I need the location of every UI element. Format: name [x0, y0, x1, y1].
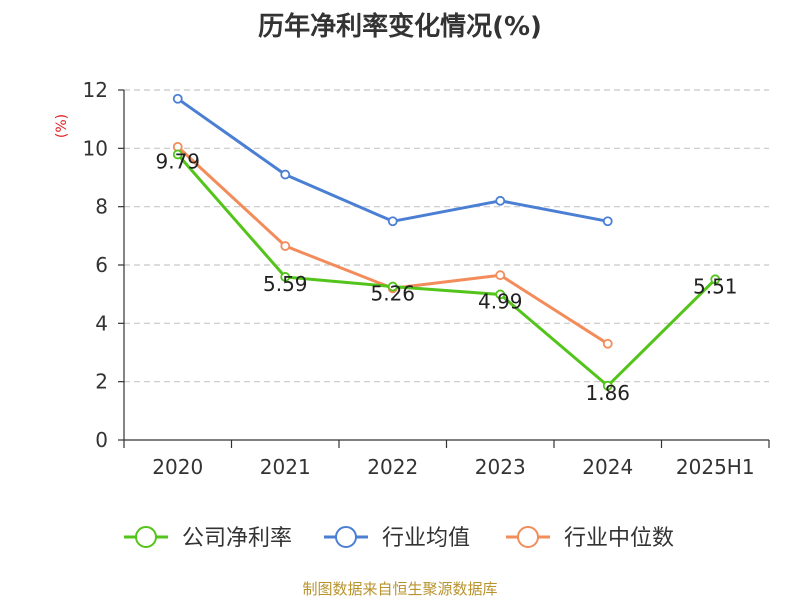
data-labels: 9.79 5.59 5.26 4.99 1.86 5.51	[155, 149, 737, 404]
y-tick-label: 2	[95, 370, 108, 394]
grid-lines	[124, 89, 769, 383]
x-tick-label: 2023	[475, 455, 526, 479]
data-label: 9.79	[155, 149, 200, 173]
y-tick-label: 4	[95, 311, 108, 335]
data-label: 5.59	[263, 272, 308, 296]
data-point	[387, 281, 398, 292]
data-point	[602, 216, 613, 227]
data-point	[602, 338, 613, 349]
y-tick-label: 0	[95, 428, 108, 452]
y-tick-label: 12	[83, 78, 108, 102]
data-point	[387, 216, 398, 227]
x-tick-label: 2022	[367, 455, 418, 479]
series-line	[176, 97, 609, 223]
x-tick-label: 2021	[260, 455, 311, 479]
legend-label: 行业均值	[382, 526, 470, 551]
axes: 0 2 4 6 8 10 12 2020 2021 2022 2023 2024 2025H1	[83, 78, 770, 479]
data-point	[172, 149, 183, 160]
x-tick-label: 2024	[582, 455, 633, 479]
legend-swatch-marker	[135, 526, 157, 548]
series-line	[176, 153, 717, 388]
series-line	[176, 145, 609, 346]
data-point	[710, 274, 721, 285]
data-point	[280, 272, 291, 282]
legend: 公司净利率 行业均值 行业中位数	[124, 526, 674, 551]
x-tick-label: 2025H1	[676, 455, 755, 479]
data-label: 4.99	[478, 289, 523, 313]
data-label: 5.26	[370, 282, 415, 306]
source-note: 制图数据来自恒生聚源数据库	[302, 580, 497, 598]
data-label: 5.51	[693, 274, 738, 298]
y-tick-label: 8	[95, 195, 108, 219]
y-axis-label: (%)	[54, 114, 70, 138]
data-point	[280, 169, 291, 180]
y-tick-label: 10	[83, 136, 108, 160]
data-point	[602, 380, 613, 391]
legend-label: 行业中位数	[564, 526, 674, 551]
data-label: 1.86	[585, 381, 630, 405]
data-point	[172, 93, 183, 104]
data-point	[280, 241, 291, 251]
y-tick-label: 6	[95, 253, 108, 277]
legend-label: 公司净利率	[182, 526, 292, 551]
chart-title: 历年净利率变化情况(%)	[258, 11, 542, 42]
x-tick-label: 2020	[152, 455, 203, 479]
data-point	[495, 195, 506, 206]
legend-swatch-marker	[335, 526, 357, 548]
series-lines	[172, 93, 721, 391]
data-point	[495, 270, 506, 281]
legend-swatch-marker	[517, 526, 539, 548]
data-point	[495, 289, 506, 300]
